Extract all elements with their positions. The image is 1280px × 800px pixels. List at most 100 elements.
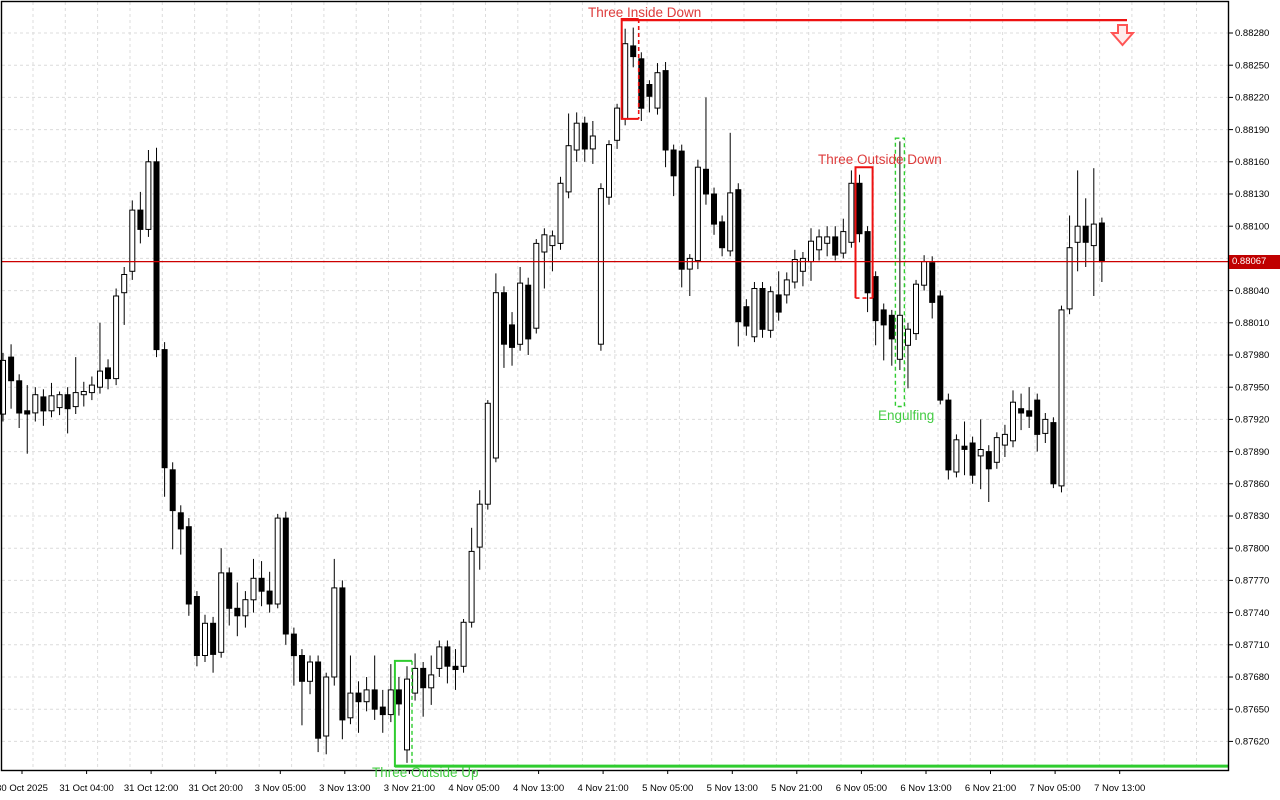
candle-body-bear bbox=[880, 309, 887, 326]
pattern-label-engulfing[interactable]: Engulfing bbox=[878, 408, 935, 423]
candle-body-bear bbox=[759, 288, 766, 330]
candle-body-bull bbox=[557, 182, 564, 244]
candle-body-bear bbox=[258, 577, 265, 592]
y-axis-label[interactable]: 0.87740 bbox=[1235, 608, 1269, 619]
y-axis-label[interactable]: 0.88130 bbox=[1235, 189, 1269, 200]
candle-body-bear bbox=[1018, 408, 1025, 414]
candle-body-bear bbox=[581, 122, 588, 150]
x-axis-label[interactable]: 4 Nov 21:00 bbox=[577, 783, 628, 794]
candle-body-bull bbox=[48, 395, 55, 412]
x-axis-label[interactable]: 6 Nov 13:00 bbox=[900, 783, 951, 794]
candle-body-bear bbox=[525, 284, 532, 340]
candle-body-bear bbox=[395, 689, 402, 705]
y-axis-label[interactable]: 0.87860 bbox=[1235, 479, 1269, 490]
candle-body-bear bbox=[226, 572, 233, 609]
y-axis-label[interactable]: 0.87710 bbox=[1235, 640, 1269, 651]
candle-body-bull bbox=[460, 621, 467, 667]
candle-body-bear bbox=[24, 410, 31, 415]
candle-body-bear bbox=[161, 349, 168, 469]
x-axis-label[interactable]: 5 Nov 05:00 bbox=[642, 783, 693, 794]
candle-body-bull bbox=[468, 550, 475, 623]
candle-body-bear bbox=[1098, 222, 1105, 263]
x-axis-label[interactable]: 7 Nov 13:00 bbox=[1094, 783, 1145, 794]
y-axis-label[interactable]: 0.88220 bbox=[1235, 93, 1269, 104]
pattern-label-three-outside-down[interactable]: Three Outside Down bbox=[818, 152, 942, 167]
candle-body-bear bbox=[872, 276, 879, 322]
y-axis-label[interactable]: 0.87830 bbox=[1235, 511, 1269, 522]
y-axis-label[interactable]: 0.88010 bbox=[1235, 318, 1269, 329]
candle-body-bull bbox=[80, 391, 87, 396]
pattern-label-three-inside-down[interactable]: Three Inside Down bbox=[588, 5, 702, 20]
candle-body-bull bbox=[72, 392, 79, 408]
y-axis-label[interactable]: 0.87620 bbox=[1235, 737, 1269, 748]
candle-body-bear bbox=[719, 221, 726, 249]
x-axis-label[interactable]: 30 Oct 2025 bbox=[0, 783, 48, 794]
y-axis-label[interactable]: 0.87800 bbox=[1235, 543, 1269, 554]
candle-body-bull bbox=[694, 166, 701, 262]
candle-body-bear bbox=[193, 596, 200, 656]
candle-body-bear bbox=[40, 396, 47, 412]
three-inside-down-box[interactable] bbox=[620, 18, 639, 120]
x-axis-label[interactable]: 6 Nov 21:00 bbox=[965, 783, 1016, 794]
candle-body-bull bbox=[484, 402, 491, 505]
y-axis-label[interactable]: 0.88250 bbox=[1235, 60, 1269, 71]
x-axis-label[interactable]: 5 Nov 13:00 bbox=[707, 783, 758, 794]
candle-body-bull bbox=[614, 107, 621, 141]
y-axis-label[interactable]: 0.88160 bbox=[1235, 157, 1269, 168]
candle-body-bear bbox=[420, 667, 427, 689]
candle-body-bull bbox=[791, 259, 798, 283]
x-axis-label[interactable]: 3 Nov 13:00 bbox=[319, 783, 370, 794]
y-axis-label[interactable]: 0.88040 bbox=[1235, 286, 1269, 297]
three-outside-down-box[interactable] bbox=[854, 166, 874, 299]
candle-body-bull bbox=[1001, 433, 1008, 446]
candle-body-bear bbox=[234, 607, 241, 617]
x-axis-label[interactable]: 5 Nov 21:00 bbox=[771, 783, 822, 794]
y-axis-label[interactable]: 0.87920 bbox=[1235, 415, 1269, 426]
candle-body-bear bbox=[339, 587, 346, 721]
x-axis-label[interactable]: 3 Nov 21:00 bbox=[384, 783, 435, 794]
y-axis-label[interactable]: 0.87650 bbox=[1235, 704, 1269, 715]
three-outside-up-box[interactable] bbox=[393, 659, 412, 768]
x-axis-label[interactable]: 3 Nov 05:00 bbox=[255, 783, 306, 794]
candle-body-bull bbox=[751, 288, 758, 338]
y-axis-label[interactable]: 0.87890 bbox=[1235, 447, 1269, 458]
y-axis-label[interactable]: 0.88280 bbox=[1235, 28, 1269, 39]
engulfing-box[interactable] bbox=[894, 137, 906, 408]
x-axis-label[interactable]: 31 Oct 20:00 bbox=[188, 783, 242, 794]
candle-body-bear bbox=[16, 380, 23, 414]
candle-body-bull bbox=[808, 240, 814, 263]
x-axis-label[interactable]: 7 Nov 05:00 bbox=[1029, 783, 1080, 794]
candle-body-bull bbox=[250, 577, 257, 601]
candle-body-bear bbox=[501, 292, 507, 345]
candle-body-bear bbox=[315, 661, 322, 739]
candle-body-bear bbox=[630, 45, 637, 58]
candle-body-bear bbox=[985, 451, 992, 470]
y-axis-label[interactable]: 0.87680 bbox=[1235, 672, 1269, 683]
x-axis-label[interactable]: 4 Nov 13:00 bbox=[513, 783, 564, 794]
candle-body-bull bbox=[1066, 247, 1073, 310]
candle-body-bull bbox=[848, 182, 855, 243]
y-axis-label[interactable]: 0.88100 bbox=[1235, 221, 1269, 232]
pattern-label-three-outside-up[interactable]: Three Outside Up bbox=[372, 765, 479, 780]
candle-body-bull bbox=[921, 261, 928, 286]
candle-body-bull bbox=[533, 242, 540, 329]
red-down-arrow-icon[interactable] bbox=[1109, 24, 1136, 47]
y-axis-label[interactable]: 0.87770 bbox=[1235, 576, 1269, 587]
candle-body-bull bbox=[97, 370, 103, 388]
candle-body-bear bbox=[210, 622, 217, 655]
x-axis-label[interactable]: 31 Oct 04:00 bbox=[59, 783, 113, 794]
candle-body-bull bbox=[654, 72, 661, 109]
candle-body-bull bbox=[1058, 309, 1065, 487]
candle-body-bear bbox=[177, 512, 184, 530]
candle-body-bull bbox=[686, 257, 693, 270]
x-axis-label[interactable]: 6 Nov 05:00 bbox=[836, 783, 887, 794]
candle-body-bull bbox=[840, 231, 847, 254]
x-axis-label[interactable]: 4 Nov 05:00 bbox=[448, 783, 499, 794]
y-axis-label[interactable]: 0.88190 bbox=[1235, 125, 1269, 136]
candle-body-bull bbox=[993, 437, 1000, 463]
y-axis-label[interactable]: 0.87980 bbox=[1235, 350, 1269, 361]
x-axis-label[interactable]: 31 Oct 12:00 bbox=[124, 783, 178, 794]
y-axis-label[interactable]: 0.87950 bbox=[1235, 382, 1269, 393]
